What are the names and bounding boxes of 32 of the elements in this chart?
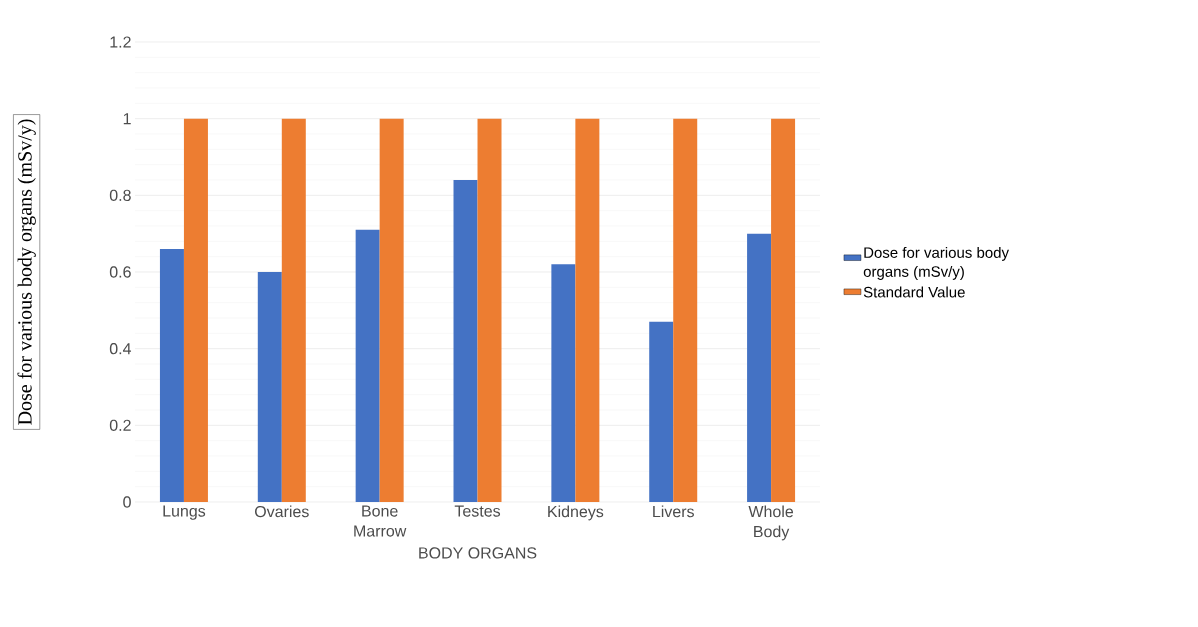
x-tick-label: Kidneys — [548, 505, 604, 521]
bar — [379, 118, 404, 502]
bar — [673, 118, 698, 502]
y-axis-title: Dose for various body organs (mSv/y) — [17, 119, 36, 425]
bar — [159, 248, 184, 502]
x-tick-label: Livers — [653, 505, 694, 518]
bar — [257, 271, 282, 502]
bar — [453, 179, 478, 502]
x-tick-label: Ovaries — [255, 505, 309, 518]
y-tick-label: 0 — [123, 496, 131, 508]
bar — [575, 118, 600, 502]
bar — [649, 321, 674, 502]
bar — [355, 229, 380, 502]
bar — [747, 233, 772, 502]
bar — [551, 264, 576, 502]
y-tick-label: 1 — [123, 113, 131, 125]
bar — [771, 118, 796, 502]
y-tick-label: 0.2 — [109, 419, 131, 431]
legend-label: Dose for various body organs (mSv/y) — [863, 246, 1009, 280]
x-axis-title: BODY ORGANS — [419, 547, 537, 559]
y-tick-label: 0.6 — [109, 266, 131, 278]
x-tick-label: Lungs — [163, 505, 206, 520]
y-tick-label: 1.2 — [110, 36, 131, 48]
x-tick-label: Whole Body — [748, 505, 794, 541]
bar — [183, 118, 208, 502]
x-tick-label: Testes — [454, 505, 501, 517]
x-tick-label: Bone Marrow — [354, 505, 407, 537]
bar — [281, 118, 306, 502]
y-tick-label: 0.4 — [109, 342, 132, 355]
y-tick-label: 0.8 — [109, 189, 131, 201]
bar — [477, 118, 502, 502]
legend-label: Standard Value — [863, 286, 965, 298]
